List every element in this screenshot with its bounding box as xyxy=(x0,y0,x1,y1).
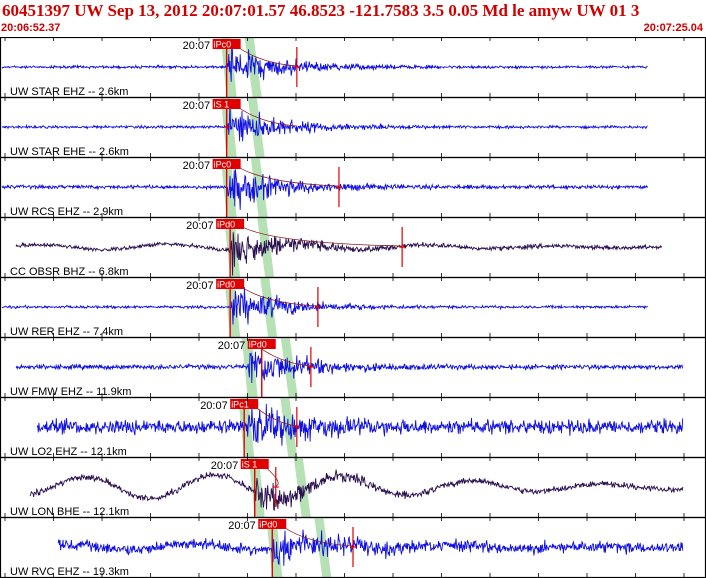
trace-panel: iS 120:07 UW LON BHE -- 12.1km xyxy=(0,456,706,519)
station-label: UW RCS EHZ -- 2.9km xyxy=(10,206,123,218)
waveform-trace xyxy=(15,351,684,384)
station-label: UW RER EHZ -- 7.4km xyxy=(10,326,123,338)
phase-pick-label: iPd0 xyxy=(217,280,235,290)
waveform-trace xyxy=(1,287,648,325)
trace-time-tag: 20:07 xyxy=(183,160,211,172)
waveform-trace xyxy=(15,232,663,276)
waveform-trace xyxy=(1,169,648,210)
s-window xyxy=(293,457,311,517)
phase-pick-label: iPd0 xyxy=(217,220,235,230)
phase-pick-label: iS 1 xyxy=(214,100,230,110)
station-label: UW LO2 EHZ -- 12.1km xyxy=(10,446,127,458)
station-label: CC OBSR BHZ -- 6.8km xyxy=(10,266,129,278)
waveform-trace xyxy=(1,100,648,142)
trace-time-tag: 20:07 xyxy=(211,460,239,472)
trace-time-tag: 20:07 xyxy=(218,340,246,352)
phase-pick-label-box xyxy=(247,339,276,349)
station-label: UW RVC EHZ -- 19.3km xyxy=(10,566,129,578)
trace-panel: iS 120:07 UW STAR EHE -- 2.6km xyxy=(0,96,706,159)
trace-time-tag: 20:07 xyxy=(186,220,214,232)
phase-pick-label: iPc0 xyxy=(214,40,232,50)
phase-pick-label: iPc1 xyxy=(231,400,249,410)
p-window xyxy=(220,37,237,97)
station-label: UW FMW EHZ -- 11.9km xyxy=(10,386,131,398)
phase-pick-label-box xyxy=(216,219,245,229)
phase-pick-label-box xyxy=(212,159,241,169)
phase-pick-label-box xyxy=(216,279,245,289)
window-end-time: 20:07:25.04 xyxy=(643,22,703,34)
p-window xyxy=(220,157,237,217)
phase-pick-label-box xyxy=(212,99,241,109)
waveform-trace xyxy=(36,403,684,446)
station-label: UW LON BHE -- 12.1km xyxy=(10,506,129,518)
trace-time-tag: 20:07 xyxy=(186,280,214,292)
trace-time-tag: 20:07 xyxy=(183,40,211,52)
phase-pick-label: iPd0 xyxy=(249,340,267,350)
phase-pick-label-box xyxy=(212,39,241,49)
station-label: UW STAR EHE -- 2.6km xyxy=(10,146,129,158)
waveform-trace xyxy=(1,41,648,82)
trace-time-tag: 20:07 xyxy=(200,400,228,412)
phase-pick-label-box xyxy=(230,399,259,409)
phase-pick-label: iPd0 xyxy=(259,520,277,530)
phase-pick-label: iS 1 xyxy=(242,460,258,470)
waveform-trace xyxy=(57,529,684,566)
phase-pick-label-box xyxy=(258,519,287,529)
event-header: 60451397 UW Sep 13, 2012 20:07:01.57 46.… xyxy=(0,0,706,37)
s-window xyxy=(260,277,278,337)
waveform-trace xyxy=(29,469,684,511)
station-label: UW STAR EHZ -- 2.6km xyxy=(10,86,128,98)
phase-pick-label: iPc0 xyxy=(214,160,232,170)
trace-time-tag: 20:07 xyxy=(228,520,256,532)
event-title: 60451397 UW Sep 13, 2012 20:07:01.57 46.… xyxy=(2,1,640,20)
s-window xyxy=(314,517,332,577)
s-window xyxy=(280,397,298,457)
trace-time-tag: 20:07 xyxy=(183,100,211,112)
phase-pick-label-box xyxy=(240,459,269,469)
window-start-time: 20:06:52.37 xyxy=(1,22,61,34)
